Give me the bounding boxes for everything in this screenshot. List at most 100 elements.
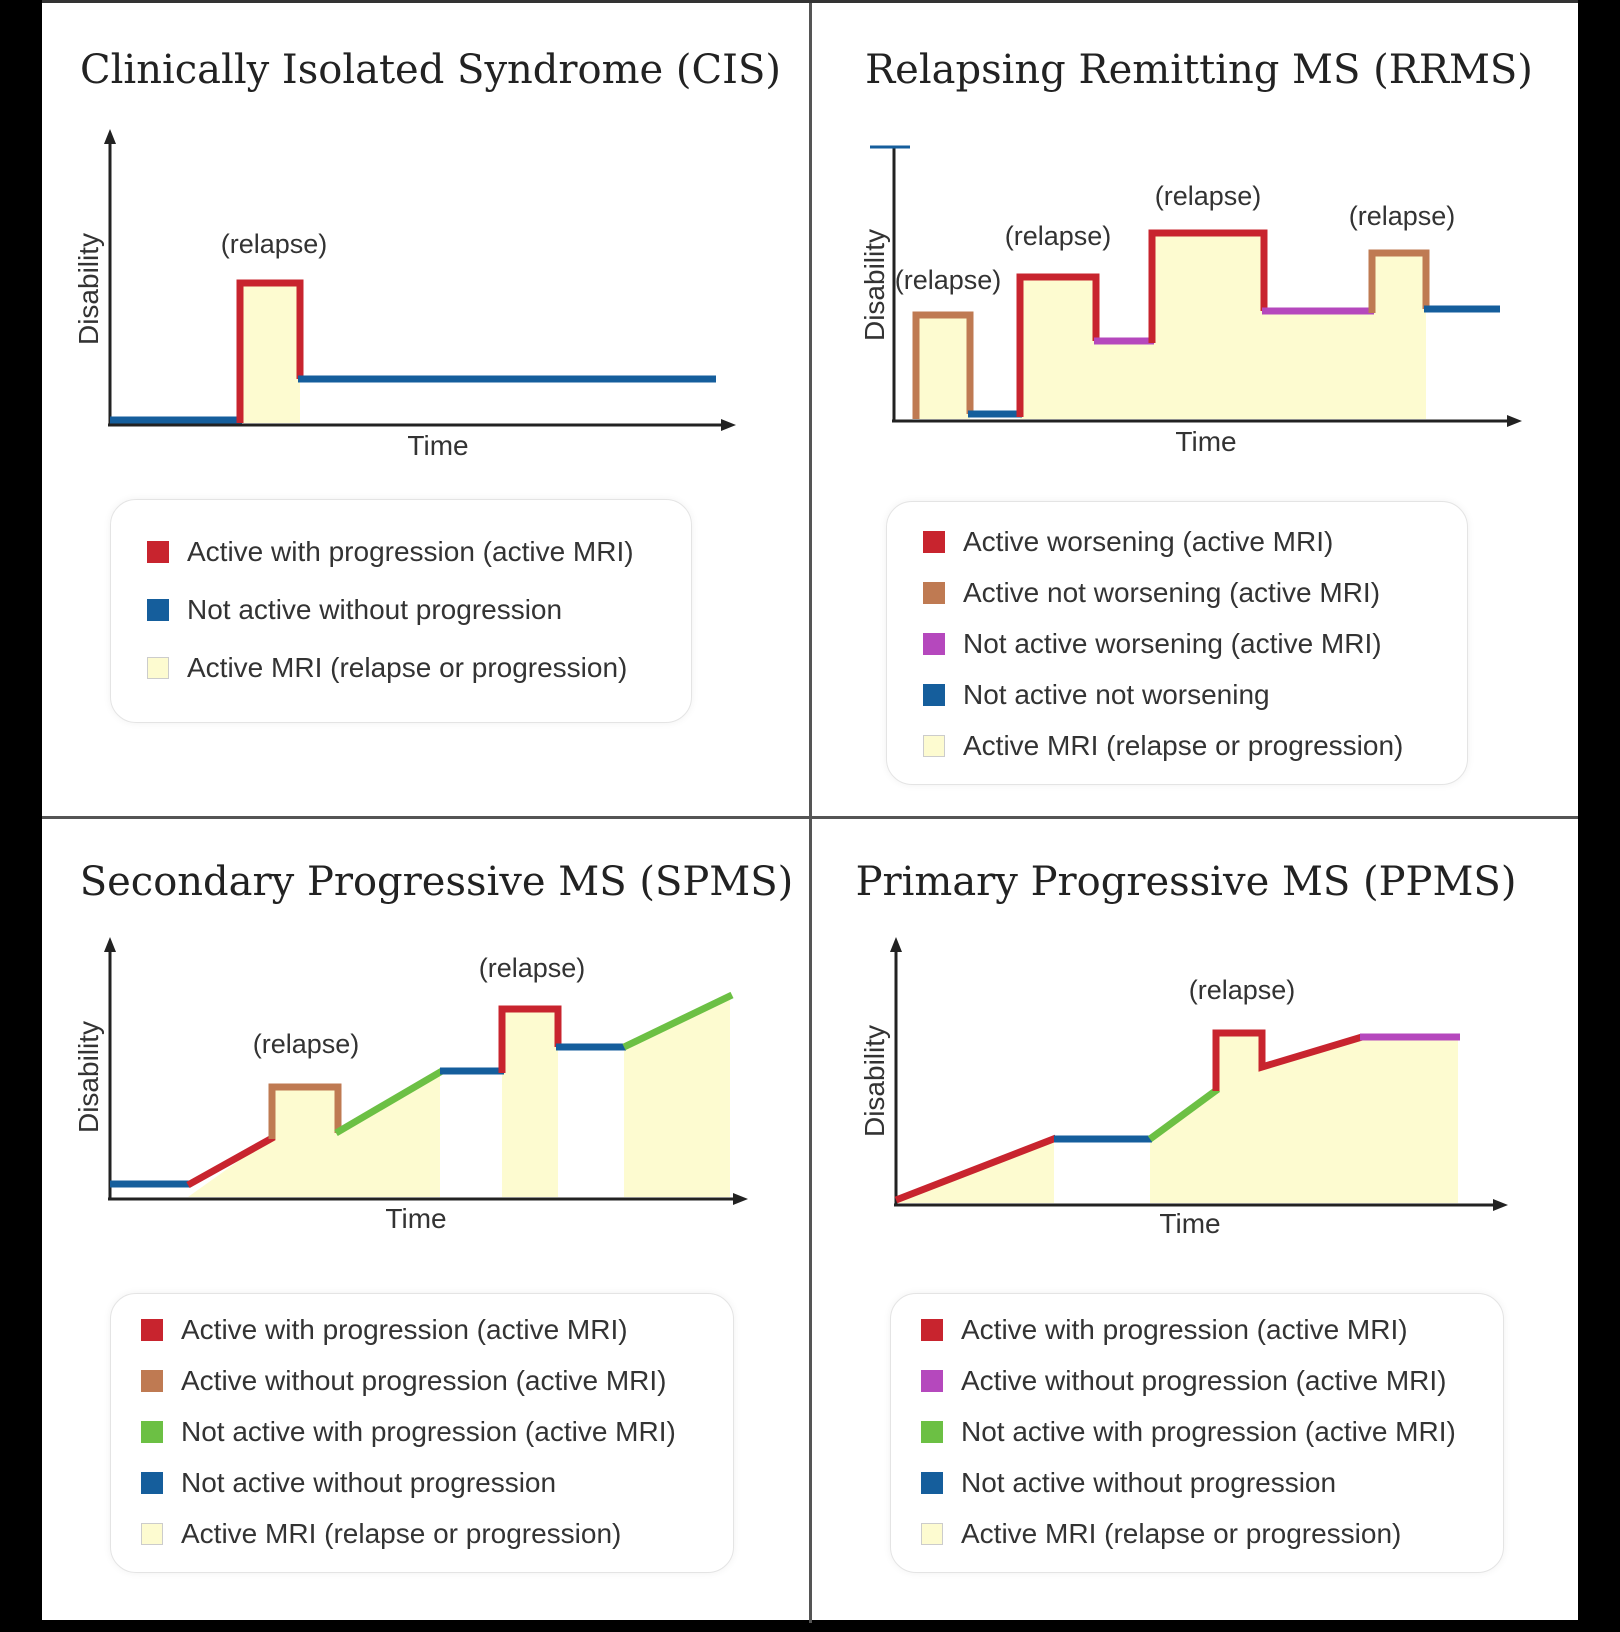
legend-item: Active without progression (active MRI) [921, 1361, 1447, 1401]
legend-label: Active with progression (active MRI) [187, 536, 634, 567]
legend-item: Active not worsening (active MRI) [923, 573, 1380, 613]
y-axis-label: Disability [859, 229, 890, 341]
legend-label: Active without progression (active MRI) [181, 1365, 667, 1396]
active-mri-region [188, 1071, 440, 1197]
active-mri-region [1020, 233, 1426, 419]
swatch-light [141, 1523, 163, 1545]
y-axis-arrow [104, 129, 116, 144]
segment-active-worsening [1016, 273, 1100, 417]
swatch-purple [921, 1370, 943, 1392]
panel-rrms: Relapsing Remitting MS (RRMS) (relapse) … [812, 3, 1578, 816]
legend-label: Active MRI (relapse or progression) [961, 1518, 1402, 1549]
legend-item: Not active not worsening [923, 675, 1270, 715]
legend-item: Active MRI (relapse or progression) [921, 1514, 1401, 1554]
spms-diagram: (relapse) (relapse) Time Disability [73, 937, 748, 1234]
active-mri-region [624, 995, 730, 1197]
legend-item: Active MRI (relapse or progression) [923, 726, 1403, 766]
relapse-label: (relapse) [1189, 975, 1296, 1005]
segment-active-not-worsening [912, 311, 974, 419]
swatch-light [921, 1523, 943, 1545]
swatch-green [141, 1421, 163, 1443]
active-mri-region [240, 283, 300, 423]
relapse-label: (relapse) [895, 265, 1002, 295]
y-axis-label: Disability [73, 233, 104, 345]
cis-diagram: (relapse) Time Disability [73, 129, 736, 461]
swatch-brown [141, 1370, 163, 1392]
segment-active-with-progression [186, 1133, 276, 1189]
rrms-diagram: (relapse) (relapse) (relapse) (relapse) … [859, 145, 1522, 457]
legend-label: Active not worsening (active MRI) [963, 577, 1381, 608]
x-axis-arrow [733, 1193, 748, 1205]
legend-item: Active with progression (active MRI) [147, 532, 634, 572]
legend-item: Not active with progression (active MRI) [141, 1412, 676, 1452]
legend-label: Not active with progression (active MRI) [181, 1416, 676, 1447]
swatch-red [921, 1319, 943, 1341]
swatch-green [921, 1421, 943, 1443]
legend-label: Active with progression (active MRI) [181, 1314, 628, 1345]
swatch-purple [923, 633, 945, 655]
panel-title: Clinically Isolated Syndrome (CIS) [80, 47, 781, 93]
legend-item: Active worsening (active MRI) [923, 522, 1333, 562]
legend-label: Active with progression (active MRI) [961, 1314, 1408, 1345]
swatch-red [147, 541, 169, 563]
active-mri-region [1150, 1033, 1458, 1203]
legend: Active with progression (active MRI) Act… [890, 1293, 1504, 1573]
swatch-red [141, 1319, 163, 1341]
swatch-brown [923, 582, 945, 604]
legend-label: Active worsening (active MRI) [963, 526, 1334, 557]
segment-not-active-with-progression [334, 1067, 444, 1137]
segment-not-active-with-progression [1147, 1086, 1221, 1142]
legend-label: Active without progression (active MRI) [961, 1365, 1447, 1396]
legend-item: Active with progression (active MRI) [921, 1310, 1408, 1350]
relapse-label: (relapse) [253, 1029, 360, 1059]
y-axis-arrow [890, 937, 902, 952]
legend: Active worsening (active MRI) Active not… [886, 501, 1468, 785]
legend-item: Active without progression (active MRI) [141, 1361, 667, 1401]
panel-spms: Secondary Progressive MS (SPMS) (relapse… [42, 819, 809, 1623]
segment-active-without-progression [268, 1083, 342, 1139]
panel-title: Relapsing Remitting MS (RRMS) [865, 47, 1533, 93]
legend-item: Not active without progression [141, 1463, 556, 1503]
vertical-divider [809, 3, 812, 1623]
swatch-light [147, 657, 169, 679]
swatch-blue [147, 599, 169, 621]
x-axis-label: Time [385, 1203, 446, 1234]
y-axis-label: Disability [859, 1025, 890, 1137]
relapse-label: (relapse) [479, 953, 586, 983]
relapse-label: (relapse) [1349, 201, 1456, 231]
legend-label: Not active with progression (active MRI) [961, 1416, 1456, 1447]
ppms-diagram: (relapse) Time Disability [859, 937, 1508, 1239]
segment-active-not-worsening [1368, 249, 1430, 313]
legend-item: Not active worsening (active MRI) [923, 624, 1382, 664]
y-axis-arrow [104, 937, 116, 952]
legend: Active with progression (active MRI) Act… [110, 1293, 734, 1573]
swatch-blue [141, 1472, 163, 1494]
legend-label: Not active worsening (active MRI) [963, 628, 1382, 659]
x-axis-label: Time [1159, 1208, 1220, 1239]
legend-item: Active MRI (relapse or progression) [141, 1514, 621, 1554]
legend-label: Active MRI (relapse or progression) [187, 652, 628, 683]
ms-types-figure: Clinically Isolated Syndrome (CIS) (rela… [42, 0, 1578, 1623]
legend-label: Active MRI (relapse or progression) [181, 1518, 622, 1549]
segment-not-active-with-progression [622, 991, 734, 1051]
panel-ppms: Primary Progressive MS (PPMS) (relapse) … [812, 819, 1578, 1623]
relapse-label: (relapse) [221, 229, 328, 259]
swatch-blue [923, 684, 945, 706]
relapse-label: (relapse) [1005, 221, 1112, 251]
legend-label: Not active without progression [181, 1467, 557, 1498]
segment-active-with-progression [1212, 1029, 1364, 1091]
panel-cis: Clinically Isolated Syndrome (CIS) (rela… [42, 3, 809, 816]
y-axis-label: Disability [73, 1021, 104, 1133]
segment-active-with-progression [498, 1005, 562, 1073]
segment-active-worsening [1148, 229, 1268, 343]
segment-active-with-progression [236, 279, 304, 423]
legend-label: Not active not worsening [963, 679, 1270, 710]
legend-label: Not active without progression [961, 1467, 1337, 1498]
x-axis-label: Time [407, 430, 468, 461]
legend-item: Not active without progression [147, 590, 562, 630]
legend: Active with progression (active MRI) Not… [110, 499, 692, 723]
active-mri-region [914, 315, 970, 419]
swatch-red [923, 531, 945, 553]
legend-item: Not active with progression (active MRI) [921, 1412, 1456, 1452]
legend-item: Active with progression (active MRI) [141, 1310, 628, 1350]
